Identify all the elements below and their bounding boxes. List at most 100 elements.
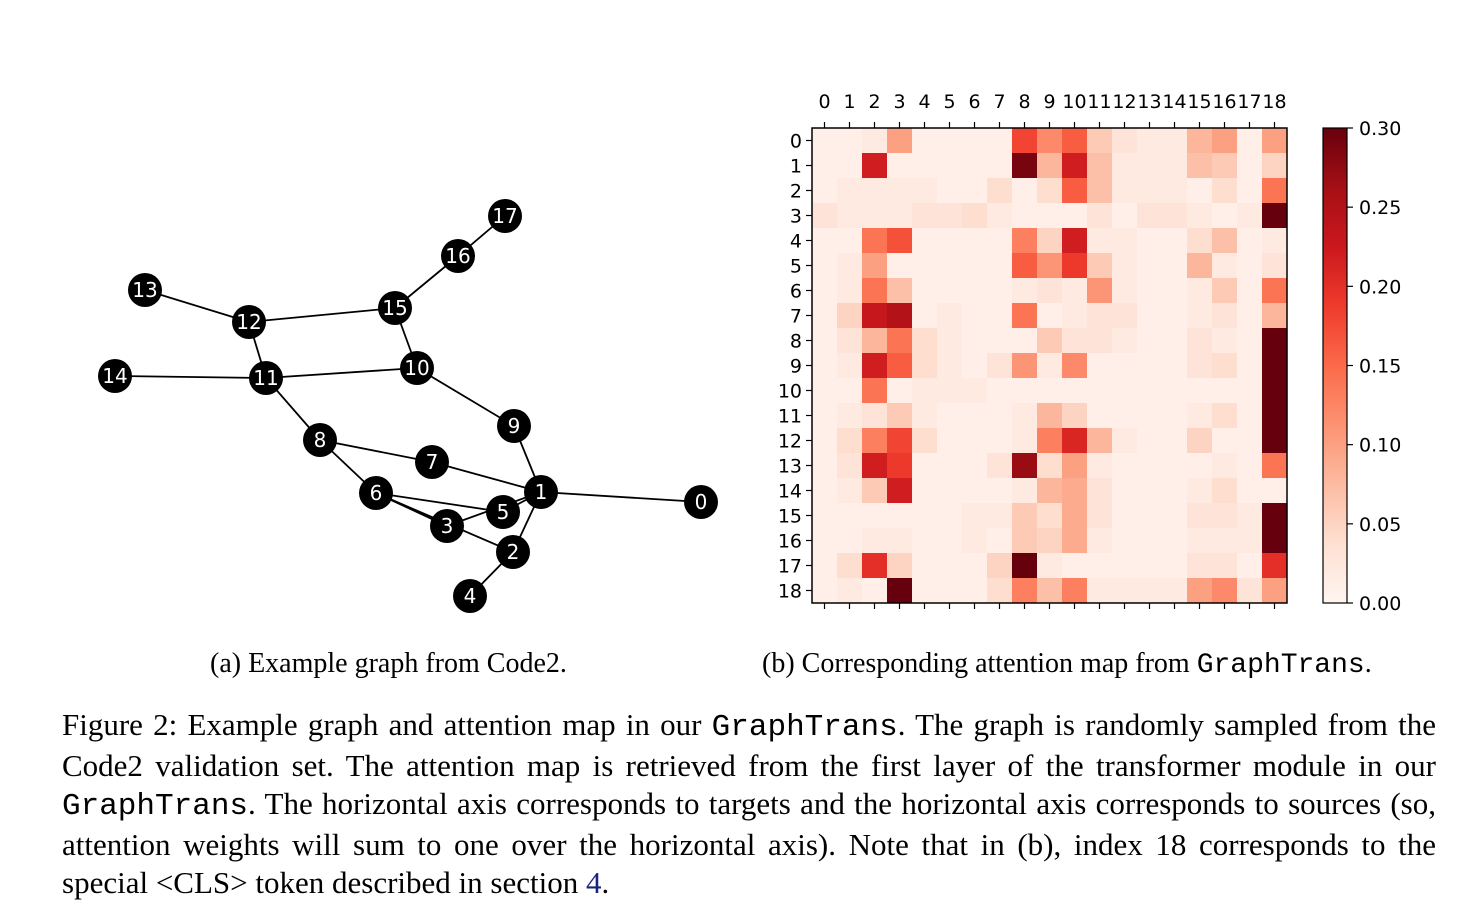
heatmap-cell-9-18 <box>1262 353 1288 379</box>
heatmap-cell-8-11 <box>1087 328 1113 354</box>
heatmap-bottom-ticks <box>823 603 1276 609</box>
heatmap-cell-7-7 <box>987 303 1013 329</box>
heatmap-cell-0-9 <box>1037 128 1063 154</box>
y-tick-label: 0 <box>790 131 802 153</box>
graph-edge <box>114 375 267 379</box>
heatmap-cell-18-18 <box>1262 578 1288 604</box>
y-tick-label: 5 <box>790 256 802 278</box>
heatmap-cell-14-9 <box>1037 478 1063 504</box>
heatmap-cell-6-2 <box>862 278 888 304</box>
heatmap-cell-16-7 <box>987 528 1013 554</box>
graph-node-label: 8 <box>314 428 327 452</box>
heatmap-cell-12-14 <box>1162 428 1188 454</box>
caption-part-4: . <box>601 865 610 900</box>
graph-node-0: 0 <box>684 485 718 519</box>
heatmap-cell-1-1 <box>837 153 863 179</box>
heatmap-cell-0-14 <box>1162 128 1188 154</box>
heatmap-cell-6-0 <box>812 278 838 304</box>
graph-node-14: 14 <box>98 359 132 393</box>
heatmap-cell-16-4 <box>912 528 938 554</box>
heatmap-cell-15-18 <box>1262 503 1288 529</box>
heatmap-cell-9-0 <box>812 353 838 379</box>
heatmap-cell-7-13 <box>1137 303 1163 329</box>
graph-node-15: 15 <box>378 291 412 325</box>
x-tick-label: 1 <box>843 91 855 113</box>
heatmap-cell-15-4 <box>912 503 938 529</box>
heatmap-cell-18-5 <box>937 578 963 604</box>
heatmap-cell-12-12 <box>1112 428 1138 454</box>
heatmap-cell-16-16 <box>1212 528 1238 554</box>
heatmap-cell-0-3 <box>887 128 913 154</box>
heatmap-cell-10-13 <box>1137 378 1163 404</box>
heatmap-cell-13-15 <box>1187 453 1213 479</box>
heatmap-cell-10-15 <box>1187 378 1213 404</box>
heatmap-cell-4-14 <box>1162 228 1188 254</box>
heatmap-cell-13-1 <box>837 453 863 479</box>
x-tick-label: 16 <box>1212 91 1236 113</box>
y-tick-label: 13 <box>778 456 802 478</box>
heatmap-cell-17-6 <box>962 553 988 579</box>
heatmap-cell-10-5 <box>937 378 963 404</box>
heatmap-cell-1-18 <box>1262 153 1288 179</box>
heatmap-cell-9-5 <box>937 353 963 379</box>
section-ref-link[interactable]: 4 <box>585 865 602 900</box>
graph-node-3: 3 <box>430 509 464 543</box>
caption-code-1: GraphTrans <box>711 710 898 745</box>
heatmap-cell-7-9 <box>1037 303 1063 329</box>
colorbar-tick-label: 0.15 <box>1359 356 1401 378</box>
heatmap-cell-1-2 <box>862 153 888 179</box>
heatmap-cell-15-12 <box>1112 503 1138 529</box>
heatmap-cell-11-0 <box>812 403 838 429</box>
graph-edges <box>114 215 702 597</box>
heatmap-cell-17-2 <box>862 553 888 579</box>
heatmap-cell-10-14 <box>1162 378 1188 404</box>
heatmap-cell-2-11 <box>1087 178 1113 204</box>
x-tick-label: 7 <box>993 91 1005 113</box>
heatmap-cell-10-6 <box>962 378 988 404</box>
graph-node-16: 16 <box>441 239 475 273</box>
heatmap-cell-5-3 <box>887 253 913 279</box>
graph-edge <box>144 289 250 323</box>
heatmap-cell-2-17 <box>1237 178 1263 204</box>
subcaption-a: (a) Example graph from Code2. <box>210 648 567 680</box>
graph-node-label: 5 <box>497 500 510 524</box>
heatmap-cell-0-10 <box>1062 128 1088 154</box>
heatmap-cell-11-7 <box>987 403 1013 429</box>
graph-node-10: 10 <box>400 351 434 385</box>
heatmap-cell-5-7 <box>987 253 1013 279</box>
heatmap-cell-6-10 <box>1062 278 1088 304</box>
heatmap-cell-6-5 <box>937 278 963 304</box>
heatmap-cell-3-0 <box>812 203 838 229</box>
heatmap-cell-14-7 <box>987 478 1013 504</box>
heatmap-cell-13-6 <box>962 453 988 479</box>
heatmap-cell-4-0 <box>812 228 838 254</box>
y-tick-label: 11 <box>778 406 802 428</box>
heatmap-cell-1-0 <box>812 153 838 179</box>
heatmap-cell-16-0 <box>812 528 838 554</box>
graph-node-label: 14 <box>102 364 127 388</box>
x-tick-label: 9 <box>1043 91 1055 113</box>
heatmap-cell-1-9 <box>1037 153 1063 179</box>
heatmap-cell-12-5 <box>937 428 963 454</box>
graph-node-circle <box>453 579 487 613</box>
heatmap-cell-17-5 <box>937 553 963 579</box>
heatmap-cell-13-12 <box>1112 453 1138 479</box>
heatmap-cell-4-8 <box>1012 228 1038 254</box>
heatmap-cell-18-15 <box>1187 578 1213 604</box>
heatmap-cell-1-8 <box>1012 153 1038 179</box>
subcaption-b-code: GraphTrans <box>1196 650 1365 681</box>
graph-node-circle <box>128 273 162 307</box>
heatmap-cell-7-3 <box>887 303 913 329</box>
graph-node-circle <box>496 535 530 569</box>
heatmap-cell-16-3 <box>887 528 913 554</box>
heatmap-cell-9-4 <box>912 353 938 379</box>
heatmap-cell-2-18 <box>1262 178 1288 204</box>
caption-code-2: GraphTrans <box>62 789 249 824</box>
heatmap-cell-5-0 <box>812 253 838 279</box>
heatmap-cell-9-12 <box>1112 353 1138 379</box>
heatmap-cell-12-18 <box>1262 428 1288 454</box>
heatmap-cell-3-6 <box>962 203 988 229</box>
heatmap-cell-5-17 <box>1237 253 1263 279</box>
heatmap-cell-0-4 <box>912 128 938 154</box>
